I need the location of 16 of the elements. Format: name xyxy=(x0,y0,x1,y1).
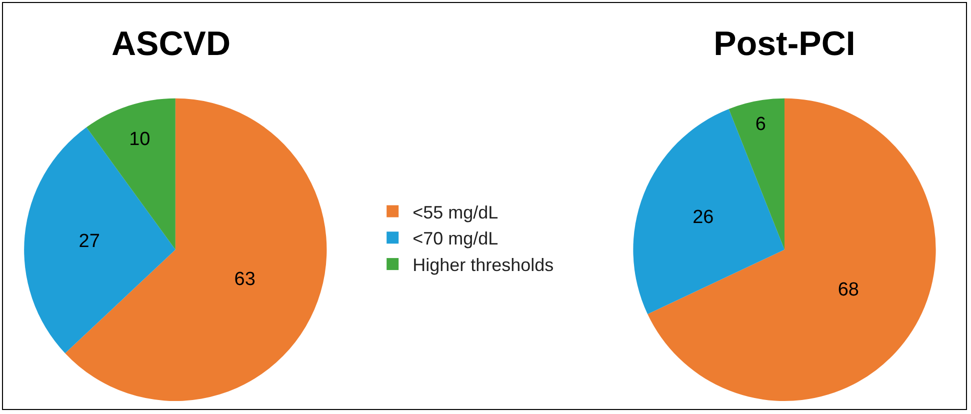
data-label: 26 xyxy=(692,206,714,228)
pie-slice xyxy=(633,108,784,314)
data-label: 27 xyxy=(78,231,100,252)
data-label: 63 xyxy=(234,269,256,290)
data-label: 68 xyxy=(838,280,859,301)
pie-slice xyxy=(648,98,936,401)
legend-label: Higher thresholds xyxy=(412,255,554,276)
legend-label: <55 mg/dL xyxy=(412,202,498,222)
data-label: 6 xyxy=(755,114,766,135)
chart-title: Post-PCI xyxy=(714,25,856,64)
legend-label: <70 mg/dL xyxy=(412,228,498,249)
data-label: 10 xyxy=(129,129,150,150)
pie-slice xyxy=(65,98,327,401)
pie-slice xyxy=(728,98,784,250)
chart-title: ASCVD xyxy=(111,25,231,64)
pie-slice xyxy=(24,127,176,354)
